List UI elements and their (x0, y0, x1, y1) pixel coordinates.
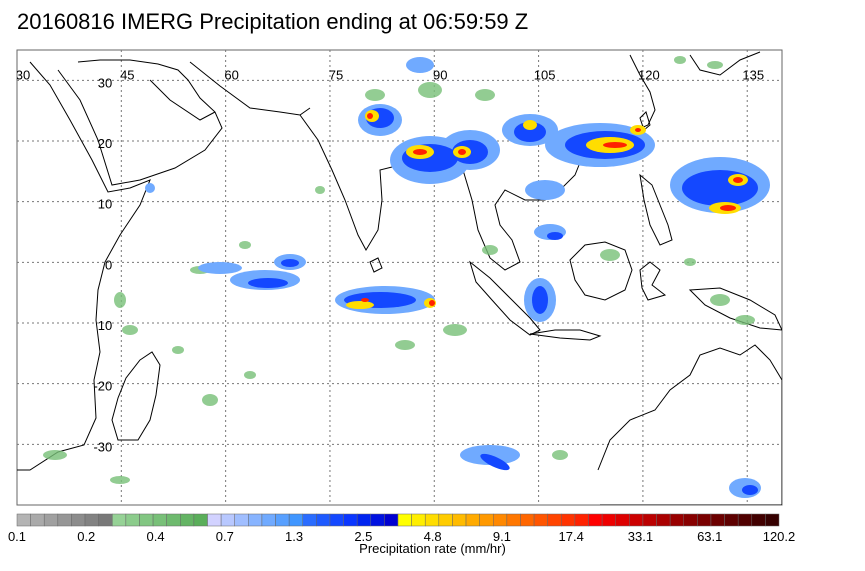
lat-label: 0 (105, 257, 112, 272)
precipitation-map: 30 45 60 75 90 105 120 135 30 20 10 0 10 -20 -30 (16, 49, 783, 506)
longitude-labels: 30 45 60 75 90 105 120 135 (16, 67, 764, 82)
latitude-labels: 30 20 10 0 10 -20 -30 (93, 75, 112, 454)
map-title: 20160816 IMERG Precipitation ending at 0… (17, 9, 529, 34)
lat-label: 20 (98, 136, 112, 151)
lon-label: 75 (329, 67, 343, 82)
precipitation-field (43, 56, 770, 498)
lon-label: 105 (534, 67, 556, 82)
lon-label: 120 (638, 67, 660, 82)
lat-label: 30 (98, 75, 112, 90)
lon-label: 30 (16, 67, 30, 82)
lon-label: 60 (224, 67, 238, 82)
coastlines (17, 51, 782, 505)
lon-label: 135 (742, 67, 764, 82)
lat-label: 10 (98, 318, 112, 333)
colorbar-label: Precipitation rate (mm/hr) (359, 541, 506, 556)
lon-label: 45 (120, 67, 134, 82)
lat-label: -20 (93, 379, 112, 394)
lat-label: -30 (93, 439, 112, 454)
lat-label: 10 (98, 197, 112, 212)
lon-label: 90 (433, 67, 447, 82)
